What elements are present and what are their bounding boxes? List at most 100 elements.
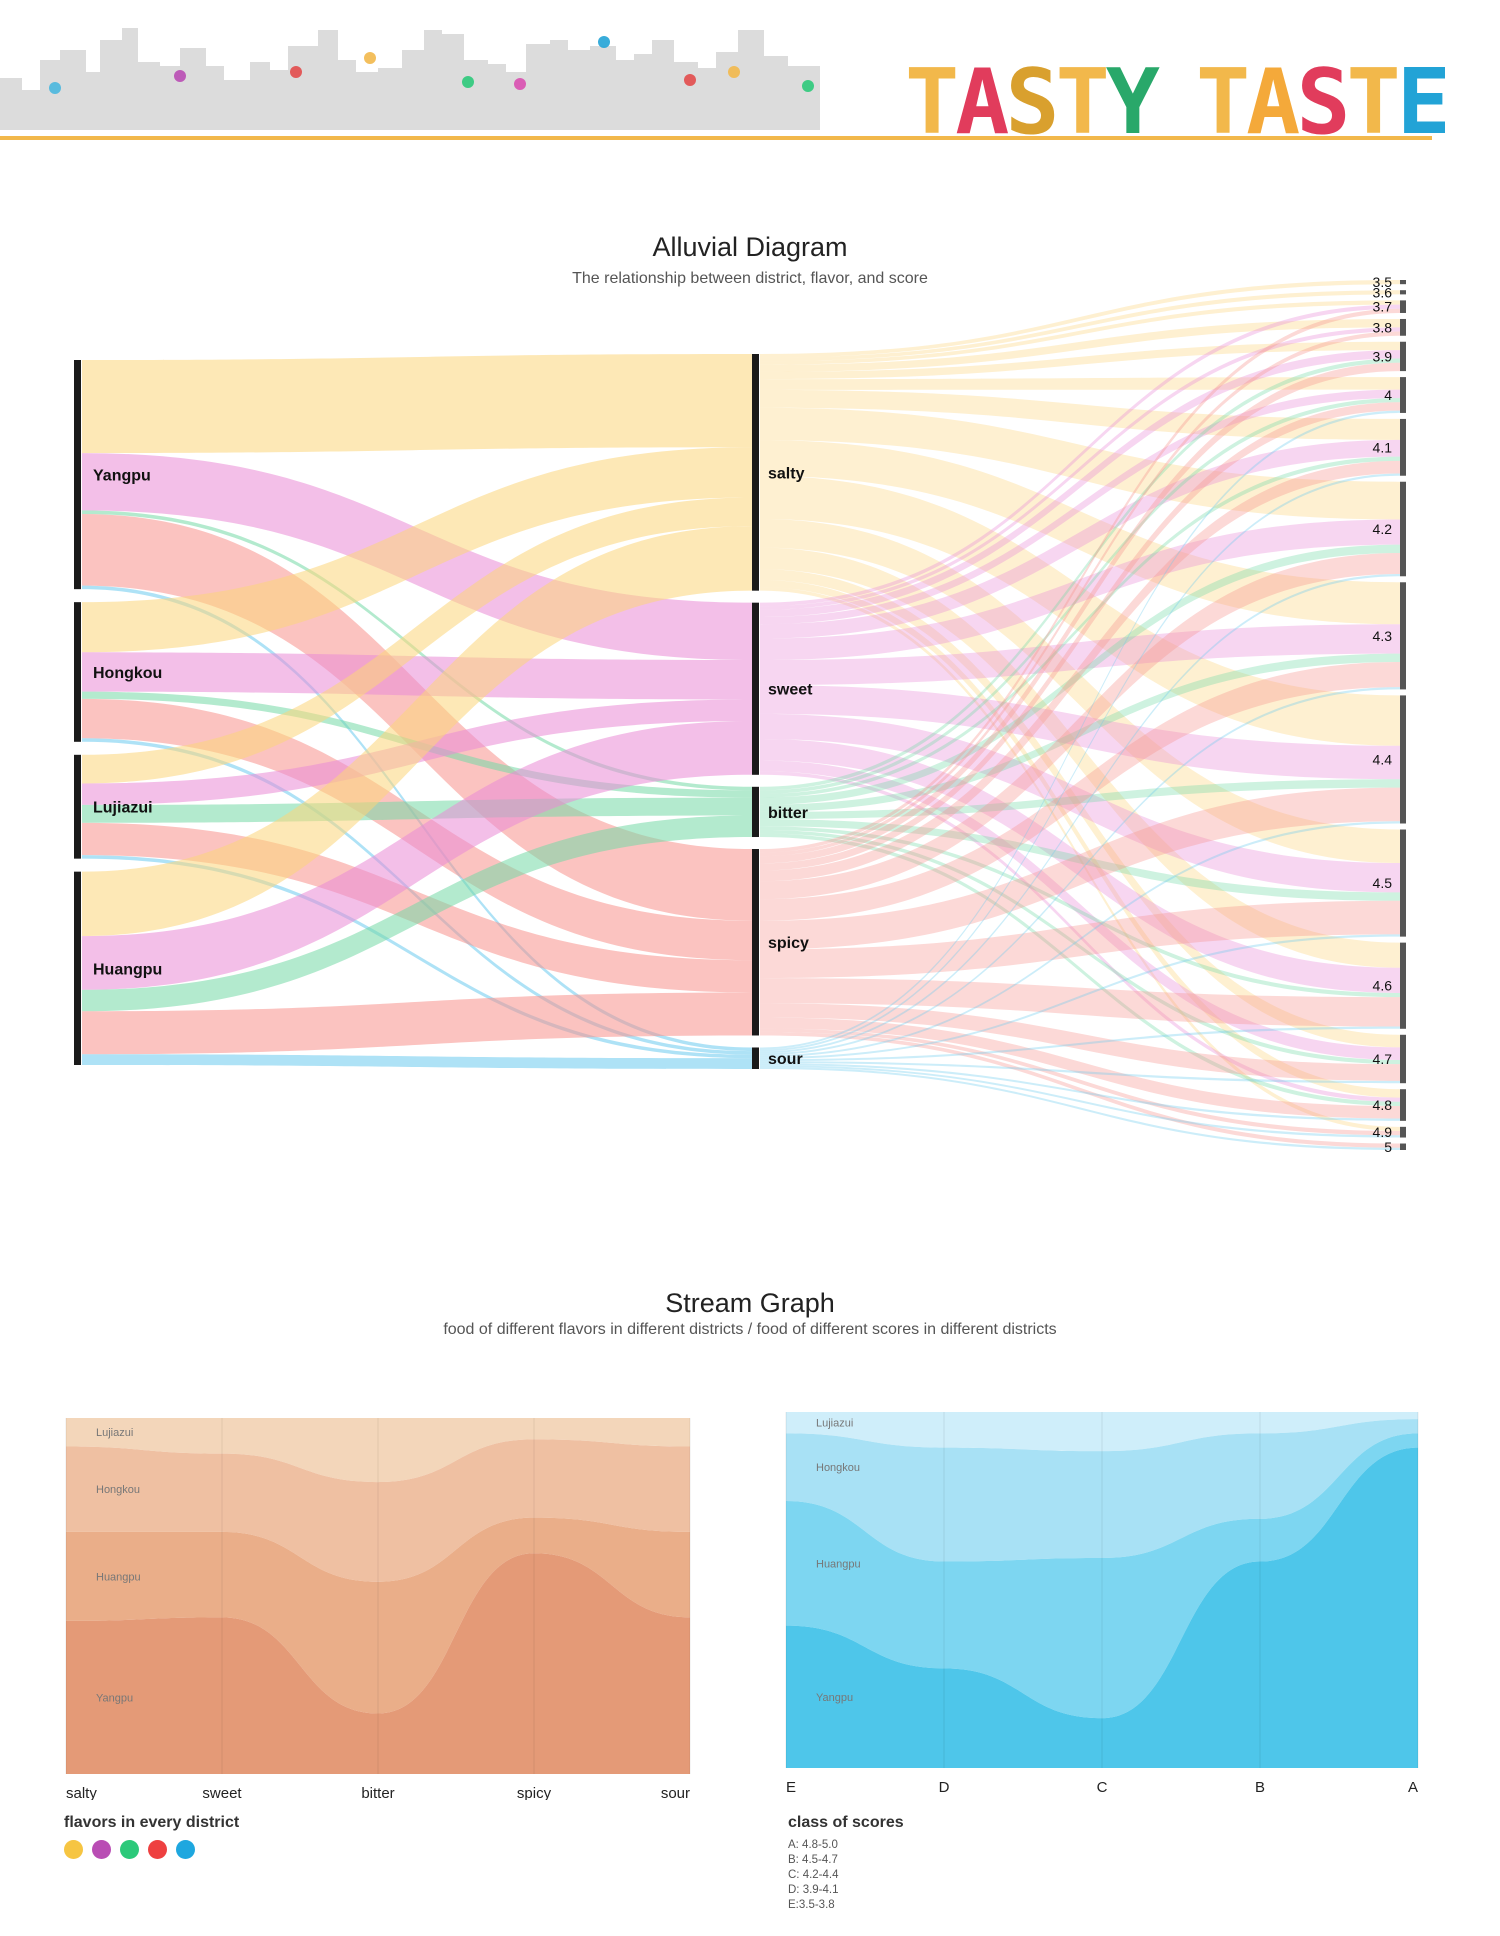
flow-huangpu-spicy: [82, 992, 752, 1055]
stream-layer-label: Lujiazui: [96, 1427, 133, 1439]
flow-spicy-score-3.7: [760, 308, 1400, 853]
stream-layer-yangpu: [786, 1447, 1418, 1768]
skyline-building: [590, 46, 616, 130]
flow-sweet-score-3.8: [760, 327, 1400, 610]
district-node: [74, 360, 81, 590]
flow-bitter-score-4.8: [760, 833, 1400, 1106]
flow-bitter-score-4.4: [760, 779, 1400, 820]
flow-huangpu-salty: [82, 526, 752, 937]
alluvial-subtitle: The relationship between district, flavo…: [572, 270, 928, 287]
stream-layer-lujiazui: [66, 1418, 690, 1483]
flow-bitter-score-3.9: [760, 358, 1400, 791]
score-node: [1400, 829, 1406, 937]
stream-layer-yangpu: [66, 1553, 690, 1774]
city-skyline-illustration: [0, 28, 820, 130]
skyline-building: [60, 50, 86, 130]
flow-sweet-score-3.7: [760, 304, 1400, 607]
score-node: [1400, 582, 1406, 690]
stream-subtitle: food of different flavors in different d…: [443, 1321, 1057, 1338]
stream-layer-label: Yangpu: [816, 1692, 853, 1704]
flow-salty-score-4.3: [760, 440, 1400, 625]
district-node: [74, 602, 81, 742]
flow-hongkou-sweet: [82, 652, 752, 700]
food-icon: [684, 74, 696, 86]
flavor-color-dot: [120, 1840, 139, 1859]
district-label: Huangpu: [93, 961, 162, 978]
score-label: 4.8: [1373, 1097, 1393, 1113]
flow-spicy-score-4.3: [760, 661, 1400, 921]
stream-graph-scores: Lujiazui Hongkou Huangpu Yangpu E D C B A: [785, 1412, 1419, 1796]
skyline-building: [100, 40, 122, 130]
skyline-building: [402, 50, 424, 130]
flavor-node: [752, 602, 759, 775]
district-label: Yangpu: [93, 468, 151, 485]
score-label: 4.2: [1373, 521, 1393, 537]
stream-layer-huangpu: [786, 1433, 1418, 1719]
flow-salty-score-4.2: [760, 407, 1400, 520]
stream-layers: Lujiazui Hongkou Huangpu Yangpu: [66, 1418, 690, 1774]
skyline-building: [788, 66, 820, 130]
flow-bitter-score-4: [760, 398, 1400, 794]
flow-yangpu-salty: [82, 354, 752, 454]
flavor-color-dot: [92, 1840, 111, 1859]
stream-x-tick: C: [1097, 1779, 1108, 1796]
brand-letter: T: [905, 50, 959, 155]
score-label: 4.1: [1373, 439, 1393, 455]
flow-sour-score-4: [760, 410, 1400, 1050]
skyline-building: [616, 60, 634, 130]
score-label: 4.9: [1373, 1124, 1393, 1140]
flow-sour-score-4.9: [760, 1065, 1400, 1138]
flavor-label: sour: [768, 1051, 803, 1068]
brand-letter: S: [1296, 50, 1350, 155]
flow-spicy-score-4.7: [760, 1003, 1400, 1081]
flow-sweet-score-4.7: [760, 760, 1400, 1060]
skyline-building: [378, 68, 402, 130]
flow-bitter-score-4.3: [760, 653, 1400, 812]
district-node: [74, 754, 81, 859]
flow-salty-score-4.8: [760, 579, 1400, 1098]
alluvial-title: Alluvial Diagram: [652, 232, 848, 262]
flow-salty-score-4.9: [760, 587, 1400, 1132]
skyline-building: [424, 30, 442, 130]
score-label: 4.3: [1373, 628, 1393, 644]
skyline-building: [634, 54, 652, 130]
stream-x-tick: B: [1255, 1779, 1265, 1796]
skyline-building: [288, 46, 318, 130]
score-node: [1400, 1143, 1406, 1150]
flow-spicy-score-4: [760, 402, 1400, 871]
flow-huangpu-sour: [82, 1054, 752, 1069]
score-node: [1400, 1126, 1406, 1138]
flavor-color-dot: [176, 1840, 195, 1859]
score-class-item: B: 4.5-4.7: [788, 1854, 838, 1866]
skyline-building: [122, 28, 138, 130]
skyline-building: [40, 60, 60, 130]
brand-letter: A: [955, 50, 1009, 155]
flow-bitter-score-4.5: [760, 819, 1400, 901]
skyline-building: [764, 56, 788, 130]
flow-sweet-score-4.3: [760, 624, 1400, 686]
flow-hongkou-salty: [82, 447, 752, 653]
score-node: [1400, 942, 1406, 1029]
skyline-building: [652, 40, 674, 130]
flow-sour-score-4.5: [760, 934, 1400, 1060]
skyline-building: [738, 30, 764, 130]
score-label: 3.6: [1373, 284, 1393, 300]
brand-letter: T: [1055, 50, 1110, 155]
food-icon: [728, 66, 740, 78]
flow-bitter-score-4.6: [760, 826, 1400, 998]
score-label: 3.9: [1373, 348, 1393, 364]
flow-spicy-score-5: [760, 1031, 1400, 1148]
stream-layer-label: Yangpu: [96, 1692, 133, 1704]
flavor-node: [752, 354, 759, 591]
score-label: 3.5: [1373, 274, 1393, 290]
score-node: [1400, 481, 1406, 577]
flow-lujiazui-bitter: [82, 797, 752, 823]
stream-x-tick: salty: [66, 1785, 97, 1800]
alluvial-nodes: Yangpu Hongkou Lujiazui Huangpu salty sweet bi…: [74, 274, 1406, 1155]
brand-letter: A: [1246, 50, 1300, 155]
stream-x-tick: sweet: [202, 1785, 242, 1800]
skyline-building: [716, 52, 738, 130]
stream-x-tick: bitter: [361, 1785, 394, 1800]
stream-layer-label: Lujiazui: [816, 1418, 853, 1430]
